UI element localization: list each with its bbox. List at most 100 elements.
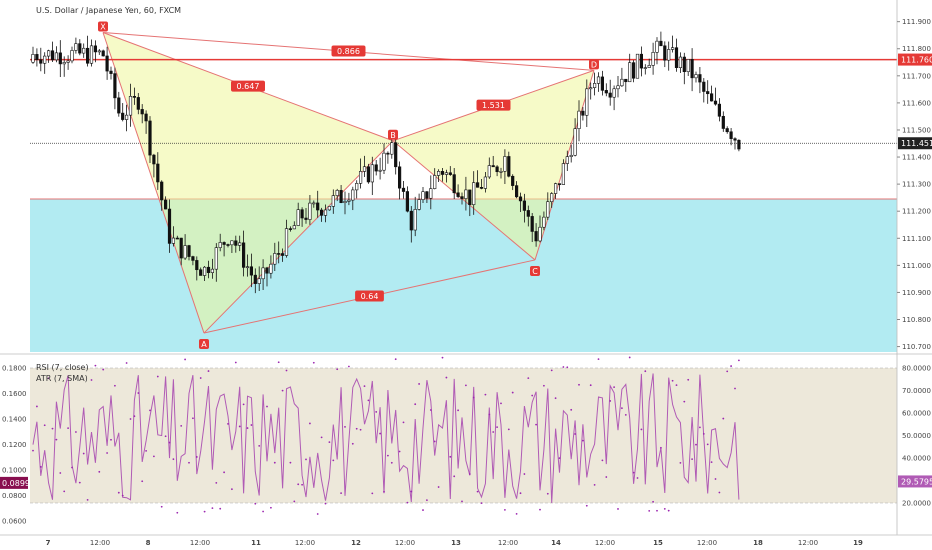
candle-body [639,53,643,69]
atr-point [270,506,272,509]
candle-body [694,74,698,79]
atr-tick-label: 0.1200 [2,441,27,449]
candle-body [378,169,382,172]
candle-body [491,165,495,168]
candle-body [35,54,39,60]
candle-body [203,266,207,276]
atr-point [695,443,697,446]
atr-point [648,509,651,512]
time-tick-label: 12 [351,539,361,547]
atr-point [231,488,233,491]
candle-body [581,110,585,116]
atr-point [293,500,296,503]
candle-body [39,59,43,64]
atr-point [671,379,674,382]
atr-point [589,384,592,387]
pattern-point-label: A [201,340,207,349]
atr-point [539,508,541,511]
candle-body [50,50,55,61]
candle-body [358,171,363,184]
candle-body [382,152,386,171]
candle-body [628,62,632,83]
candle-body [89,45,94,64]
atr-point [106,452,108,454]
price-tick-label: 111.600 [902,99,931,107]
atr-point [507,428,510,431]
atr-point [699,426,701,429]
candle-body [401,187,406,192]
atr-point [621,407,623,410]
candle-body [273,253,277,265]
candle-body [456,192,460,197]
price-tick-label: 111.400 [902,154,931,162]
candle-body [171,237,176,244]
rsi-last-box [898,475,932,488]
atr-point [121,494,124,497]
candle-body [339,190,343,204]
candle-body [144,113,148,122]
atr-point [176,511,179,514]
atr-point [215,481,218,484]
atr-point [223,471,226,474]
candle-body [280,253,285,256]
pattern-point-label: B [390,131,396,140]
candle-body [257,278,261,284]
candle-body [561,163,565,185]
atr-point [465,384,467,387]
time-tick-label: 19 [853,539,863,547]
pattern-triangle [103,32,393,334]
atr-point [429,409,432,411]
candle-body [589,87,593,90]
candle-body [323,209,328,216]
atr-point [656,509,658,512]
atr-point [340,492,342,494]
time-tick-label: 12:00 [498,539,518,547]
candle-body [604,90,608,94]
atr-point [258,444,261,447]
level-price-box [898,53,932,66]
atr-point [59,472,62,474]
atr-point [160,505,163,508]
candle-body [472,182,476,205]
atr-point [609,400,612,402]
candle-body [242,242,246,268]
candle-body [542,216,546,228]
atr-point [402,421,405,424]
candle-body [355,183,359,191]
candle-body [366,166,371,183]
rsi-tick-label: 50.0000 [902,432,931,440]
price-panel: X A B C D 0.647 0.866 1.531 0.64 [30,21,897,352]
atr-point [523,473,526,475]
atr-point [394,358,397,361]
atr-point [484,393,487,396]
candle-body [678,56,682,68]
atr-point [316,513,319,515]
candle-body [729,131,733,139]
atr-point [133,415,136,418]
atr-point [227,422,229,425]
candle-body [553,183,558,194]
candle-body [717,103,721,117]
atr-point [546,492,549,495]
candle-body [249,266,254,276]
candle-body [725,128,729,133]
atr-point [511,391,514,394]
candle-body [514,185,519,198]
atr-point [180,424,183,427]
atr-point [628,356,631,359]
atr-point [449,455,452,458]
candle-body [343,201,347,204]
candle-body [253,274,257,284]
candle-body [117,97,121,114]
atr-point [90,379,93,381]
atr-point [574,433,576,435]
candle-body [300,209,304,219]
atr-point [644,370,647,373]
atr-point [441,356,444,359]
atr-point [203,510,206,513]
atr-point [468,473,471,475]
candle-body [269,263,273,274]
price-tick-label: 111.300 [902,181,931,189]
atr-tick-label: 0.0600 [2,518,27,526]
atr-point [554,397,557,400]
